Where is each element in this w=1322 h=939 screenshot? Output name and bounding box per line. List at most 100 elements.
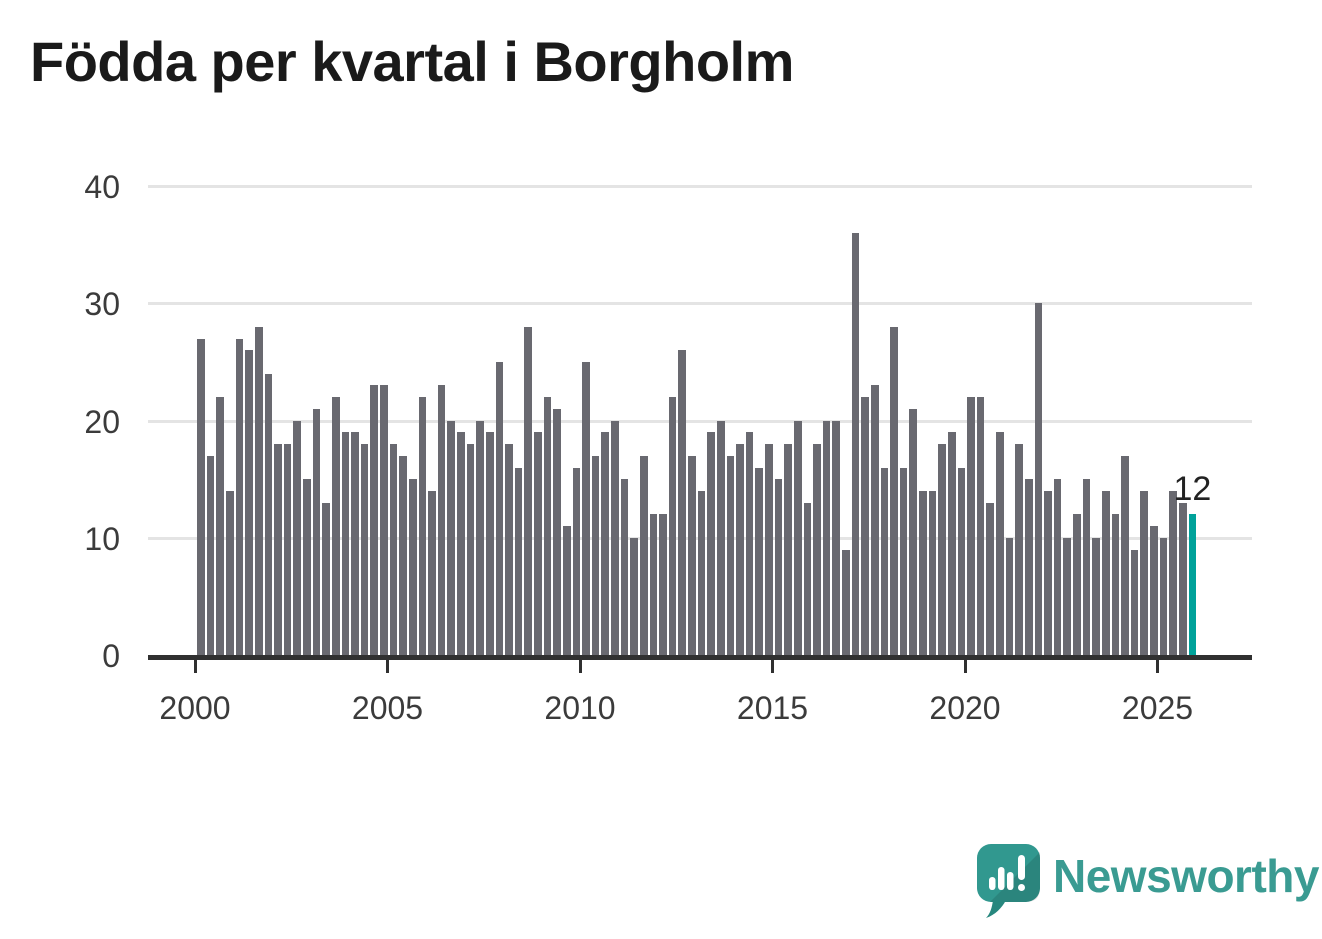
bar [322, 502, 330, 655]
x-axis-label: 2015 [736, 690, 809, 726]
gridline [148, 419, 1252, 423]
y-axis-label: 30 [84, 286, 120, 323]
bar [351, 432, 359, 655]
bar [254, 326, 263, 655]
bar [1159, 537, 1168, 655]
x-axis-tick [771, 660, 774, 673]
bar [870, 385, 879, 655]
x-axis-tick [578, 660, 582, 673]
bar [457, 432, 465, 655]
bar [1169, 490, 1177, 655]
bar [967, 397, 975, 655]
bar [572, 467, 581, 655]
bar [206, 455, 215, 655]
x-axis-label: 2000 [159, 690, 231, 726]
gridline [148, 185, 1252, 189]
bar [1111, 514, 1120, 655]
bar [264, 373, 273, 655]
bar [601, 432, 610, 655]
bar [1024, 479, 1033, 655]
bar [1150, 526, 1158, 655]
bar [197, 338, 205, 655]
bar [476, 420, 484, 655]
y-axis-label: 10 [84, 520, 120, 557]
bar [235, 338, 244, 655]
bar [591, 455, 600, 655]
bar [341, 432, 350, 655]
bar [485, 432, 494, 655]
bar [899, 467, 908, 655]
bar [245, 350, 253, 655]
x-axis-line [148, 655, 1252, 660]
x-axis-label: 2025 [1121, 690, 1194, 726]
bar [1053, 479, 1062, 655]
x-axis-tick [386, 660, 389, 673]
bar [745, 432, 754, 655]
bar [938, 444, 946, 655]
bar [707, 432, 715, 655]
bar [659, 514, 667, 655]
bar [832, 420, 841, 655]
bar [947, 432, 956, 655]
bar [293, 420, 302, 655]
bar [986, 502, 995, 655]
bar [813, 444, 821, 655]
bar [611, 420, 619, 655]
bar [389, 444, 398, 655]
bar [303, 479, 311, 655]
bar [996, 432, 1004, 655]
bar [774, 479, 783, 655]
bar [716, 420, 725, 655]
bar [803, 502, 812, 655]
bar [784, 444, 792, 655]
bar [1063, 537, 1072, 655]
bar [582, 362, 590, 655]
bar [976, 397, 985, 655]
bar [380, 385, 388, 655]
bar [1044, 490, 1052, 655]
bar [370, 385, 379, 655]
bar [630, 537, 638, 655]
bar [408, 479, 417, 655]
bar [1082, 479, 1091, 655]
bar [437, 385, 446, 655]
bar [909, 408, 918, 655]
bar [668, 397, 677, 655]
bar [697, 490, 706, 655]
bar [505, 444, 513, 655]
bar [562, 526, 571, 655]
bar [919, 490, 927, 655]
chart-title: Födda per kvartal i Borgholm [30, 30, 794, 93]
bar [216, 397, 225, 655]
bar [534, 432, 542, 655]
x-axis-label: 2010 [544, 690, 616, 726]
bar [226, 490, 234, 655]
bar [524, 326, 533, 655]
bar [1140, 490, 1149, 655]
bar [418, 397, 427, 655]
y-axis-label: 20 [84, 403, 120, 440]
bar [957, 467, 966, 655]
bar [861, 397, 869, 655]
bar [639, 455, 648, 655]
bar [553, 408, 561, 655]
bar [274, 444, 282, 655]
brand-wordmark: Newsworthy [1053, 850, 1319, 902]
bar [1073, 514, 1081, 655]
bar [447, 420, 456, 655]
bar [1092, 537, 1100, 655]
bar [880, 467, 889, 655]
bar [399, 455, 407, 655]
bar [360, 444, 369, 655]
bar [620, 479, 629, 655]
x-axis-tick [193, 660, 197, 673]
y-axis-label: 40 [84, 169, 120, 206]
gridline [148, 302, 1252, 306]
bar [331, 397, 340, 655]
bar [726, 455, 735, 655]
bar [793, 420, 802, 655]
highlighted-bar [1188, 514, 1197, 655]
bar [890, 326, 898, 655]
bar [649, 514, 658, 655]
